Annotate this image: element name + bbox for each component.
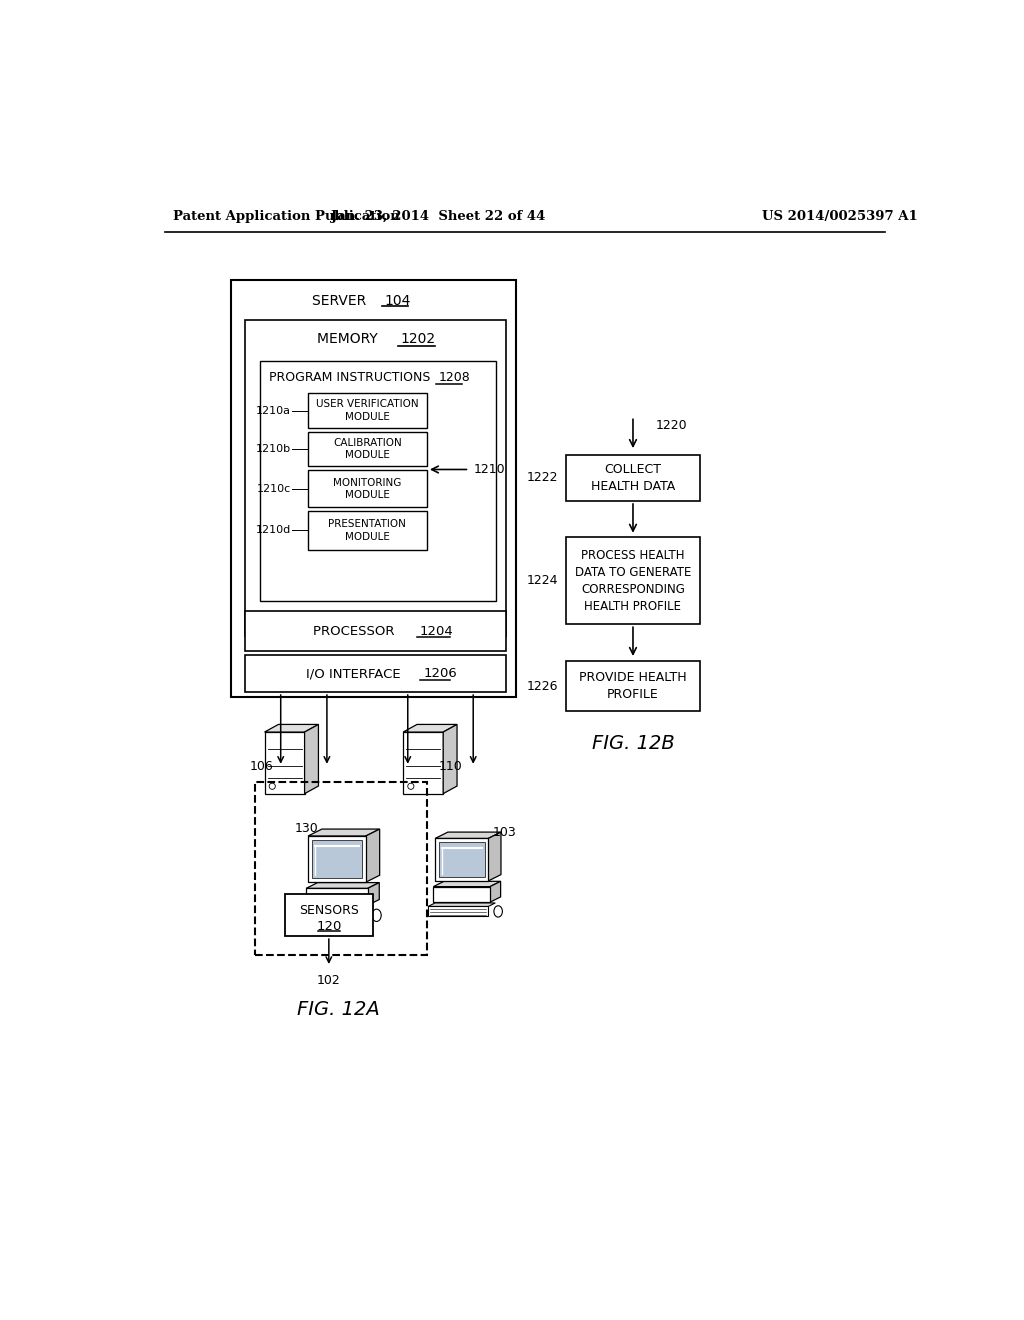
Text: 1210c: 1210c [256,483,291,494]
Text: 103: 103 [493,825,516,838]
Text: FIG. 12A: FIG. 12A [297,999,380,1019]
FancyBboxPatch shape [565,661,700,711]
Text: 104: 104 [385,294,411,308]
Text: 1220: 1220 [656,418,688,432]
Text: 1202: 1202 [400,333,435,346]
Polygon shape [366,829,380,882]
Text: COLLECT
HEALTH DATA: COLLECT HEALTH DATA [591,463,675,492]
Polygon shape [300,906,374,909]
Polygon shape [300,909,366,921]
Text: PROCESSOR: PROCESSOR [312,624,402,638]
Polygon shape [304,725,318,793]
Text: PROCESS HEALTH
DATA TO GENERATE
CORRESPONDING
HEALTH PROFILE: PROCESS HEALTH DATA TO GENERATE CORRESPO… [574,549,691,612]
Text: Patent Application Publication: Patent Application Publication [173,210,399,223]
FancyBboxPatch shape [565,455,700,502]
Polygon shape [308,836,366,882]
FancyBboxPatch shape [565,537,700,624]
Text: 1208: 1208 [438,371,470,384]
Polygon shape [435,838,488,880]
Polygon shape [428,907,488,916]
Text: 1210b: 1210b [256,444,291,454]
Text: US 2014/0025397 A1: US 2014/0025397 A1 [762,210,918,223]
Text: 1204: 1204 [419,624,453,638]
Polygon shape [433,887,490,903]
FancyBboxPatch shape [285,894,373,936]
Polygon shape [308,829,380,836]
Polygon shape [490,882,501,903]
Ellipse shape [372,909,381,921]
Text: MONITORING
MODULE: MONITORING MODULE [333,478,401,500]
Ellipse shape [494,906,503,917]
Polygon shape [306,883,379,888]
Text: 1206: 1206 [423,667,457,680]
Polygon shape [264,725,318,733]
Polygon shape [428,903,496,907]
Polygon shape [306,888,368,906]
Text: 102: 102 [317,974,341,987]
FancyBboxPatch shape [230,280,515,697]
Text: 1210a: 1210a [256,405,291,416]
Text: 1210: 1210 [473,463,505,477]
Text: MEMORY: MEMORY [316,333,391,346]
Polygon shape [403,725,457,733]
FancyBboxPatch shape [245,655,506,692]
Text: 1210d: 1210d [255,525,291,536]
Text: 110: 110 [438,760,462,774]
Text: CALIBRATION
MODULE: CALIBRATION MODULE [333,438,401,461]
Text: 106: 106 [250,760,273,774]
Text: I/O INTERFACE: I/O INTERFACE [306,667,410,680]
FancyBboxPatch shape [307,470,427,507]
Text: 1226: 1226 [526,680,558,693]
Text: PRESENTATION
MODULE: PRESENTATION MODULE [329,519,407,541]
FancyBboxPatch shape [307,393,427,428]
FancyBboxPatch shape [260,360,497,601]
FancyBboxPatch shape [307,432,427,466]
Text: PROGRAM INSTRUCTIONS: PROGRAM INSTRUCTIONS [269,371,438,384]
Polygon shape [312,840,361,878]
Text: PROVIDE HEALTH
PROFILE: PROVIDE HEALTH PROFILE [580,672,687,701]
Polygon shape [435,832,501,838]
Text: SERVER: SERVER [312,294,380,308]
Text: 1224: 1224 [526,574,558,587]
FancyBboxPatch shape [307,511,427,549]
Text: SENSORS: SENSORS [299,904,358,917]
Polygon shape [438,842,484,878]
FancyBboxPatch shape [245,611,506,651]
Polygon shape [443,725,457,793]
Polygon shape [403,733,443,793]
Text: 1222: 1222 [526,471,558,484]
Text: FIG. 12B: FIG. 12B [592,734,675,754]
Polygon shape [433,882,501,887]
Text: USER VERIFICATION
MODULE: USER VERIFICATION MODULE [316,400,419,422]
Polygon shape [488,832,501,880]
Text: 120: 120 [316,920,342,933]
Polygon shape [264,733,304,793]
Text: 130: 130 [295,822,318,834]
Text: Jan. 23, 2014  Sheet 22 of 44: Jan. 23, 2014 Sheet 22 of 44 [332,210,546,223]
FancyBboxPatch shape [245,321,506,636]
Polygon shape [368,883,379,906]
